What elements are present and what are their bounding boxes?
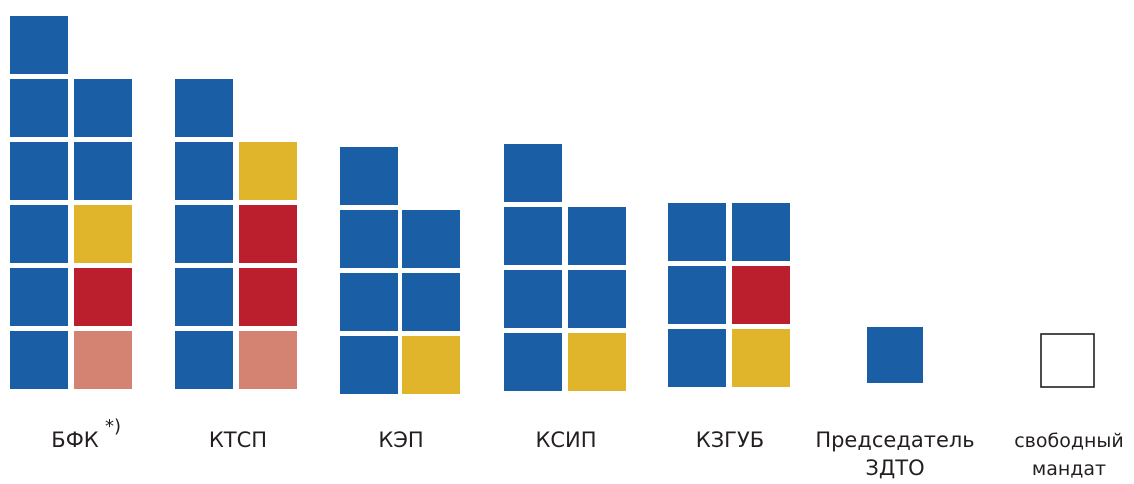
group-label: свободный: [1014, 430, 1124, 452]
seat-block-red: [732, 266, 790, 324]
seat-block-blue: [402, 210, 460, 268]
seat-block-red: [239, 268, 297, 326]
group-label: КЭП: [378, 428, 423, 452]
party-group: Председатель ЗДТО: [815, 327, 975, 480]
seat-block-yellow: [402, 336, 460, 394]
group-label: КСИП: [535, 428, 596, 452]
seat-block-blue: [668, 266, 726, 324]
party-group: КТСП: [175, 79, 297, 452]
seat-block-blue: [10, 268, 68, 326]
seat-block-blue: [10, 142, 68, 200]
seat-block-blue: [668, 329, 726, 387]
seat-block-blue: [668, 203, 726, 261]
seat-block-blue: [732, 203, 790, 261]
group-label: БФК: [51, 428, 98, 452]
seat-block-blue: [175, 142, 233, 200]
seat-block-blue: [74, 79, 132, 137]
seat-block-blue: [340, 147, 398, 205]
seat-block-salmon: [74, 331, 132, 389]
footnote-marker: *): [105, 416, 121, 437]
seat-block-blue: [504, 144, 562, 202]
seat-block-salmon: [239, 331, 297, 389]
seat-block-blue: [175, 331, 233, 389]
seat-block-yellow: [568, 333, 626, 391]
party-group: БФК *): [10, 16, 132, 452]
seat-block-blue: [402, 273, 460, 331]
group-label: ЗДТО: [865, 456, 924, 480]
seat-block-blue: [175, 268, 233, 326]
seat-block-blue: [175, 79, 233, 137]
seat-block-blue: [568, 270, 626, 328]
seat-block-blue: [867, 327, 923, 383]
seat-block-yellow: [74, 205, 132, 263]
seat-block-blue: [10, 205, 68, 263]
party-group: КСИП: [504, 144, 626, 452]
seat-block-blue: [504, 333, 562, 391]
seat-block-blue: [10, 16, 68, 74]
group-label: КЗГУБ: [696, 428, 764, 452]
group-label: КТСП: [209, 428, 267, 452]
seat-block-blue: [10, 331, 68, 389]
seat-block-blue: [10, 79, 68, 137]
seat-block-blue: [504, 270, 562, 328]
seat-block-blue: [568, 207, 626, 265]
seat-block-red: [239, 205, 297, 263]
party-group: КЭП: [340, 147, 460, 452]
group-label: мандат: [1032, 458, 1106, 480]
seat-block-yellow: [732, 329, 790, 387]
seat-block-red: [74, 268, 132, 326]
party-group: свободный мандат: [1014, 333, 1124, 480]
seat-block-blue: [175, 205, 233, 263]
party-group: КЗГУБ: [668, 203, 790, 452]
seat-block-yellow: [239, 142, 297, 200]
seat-block-blue: [340, 336, 398, 394]
seat-block-blue: [504, 207, 562, 265]
seat-block-blue: [340, 273, 398, 331]
seat-block-blue: [74, 142, 132, 200]
seat-block-vacant: [1040, 333, 1095, 388]
group-label: Председатель: [815, 428, 974, 452]
seat-block-blue: [340, 210, 398, 268]
